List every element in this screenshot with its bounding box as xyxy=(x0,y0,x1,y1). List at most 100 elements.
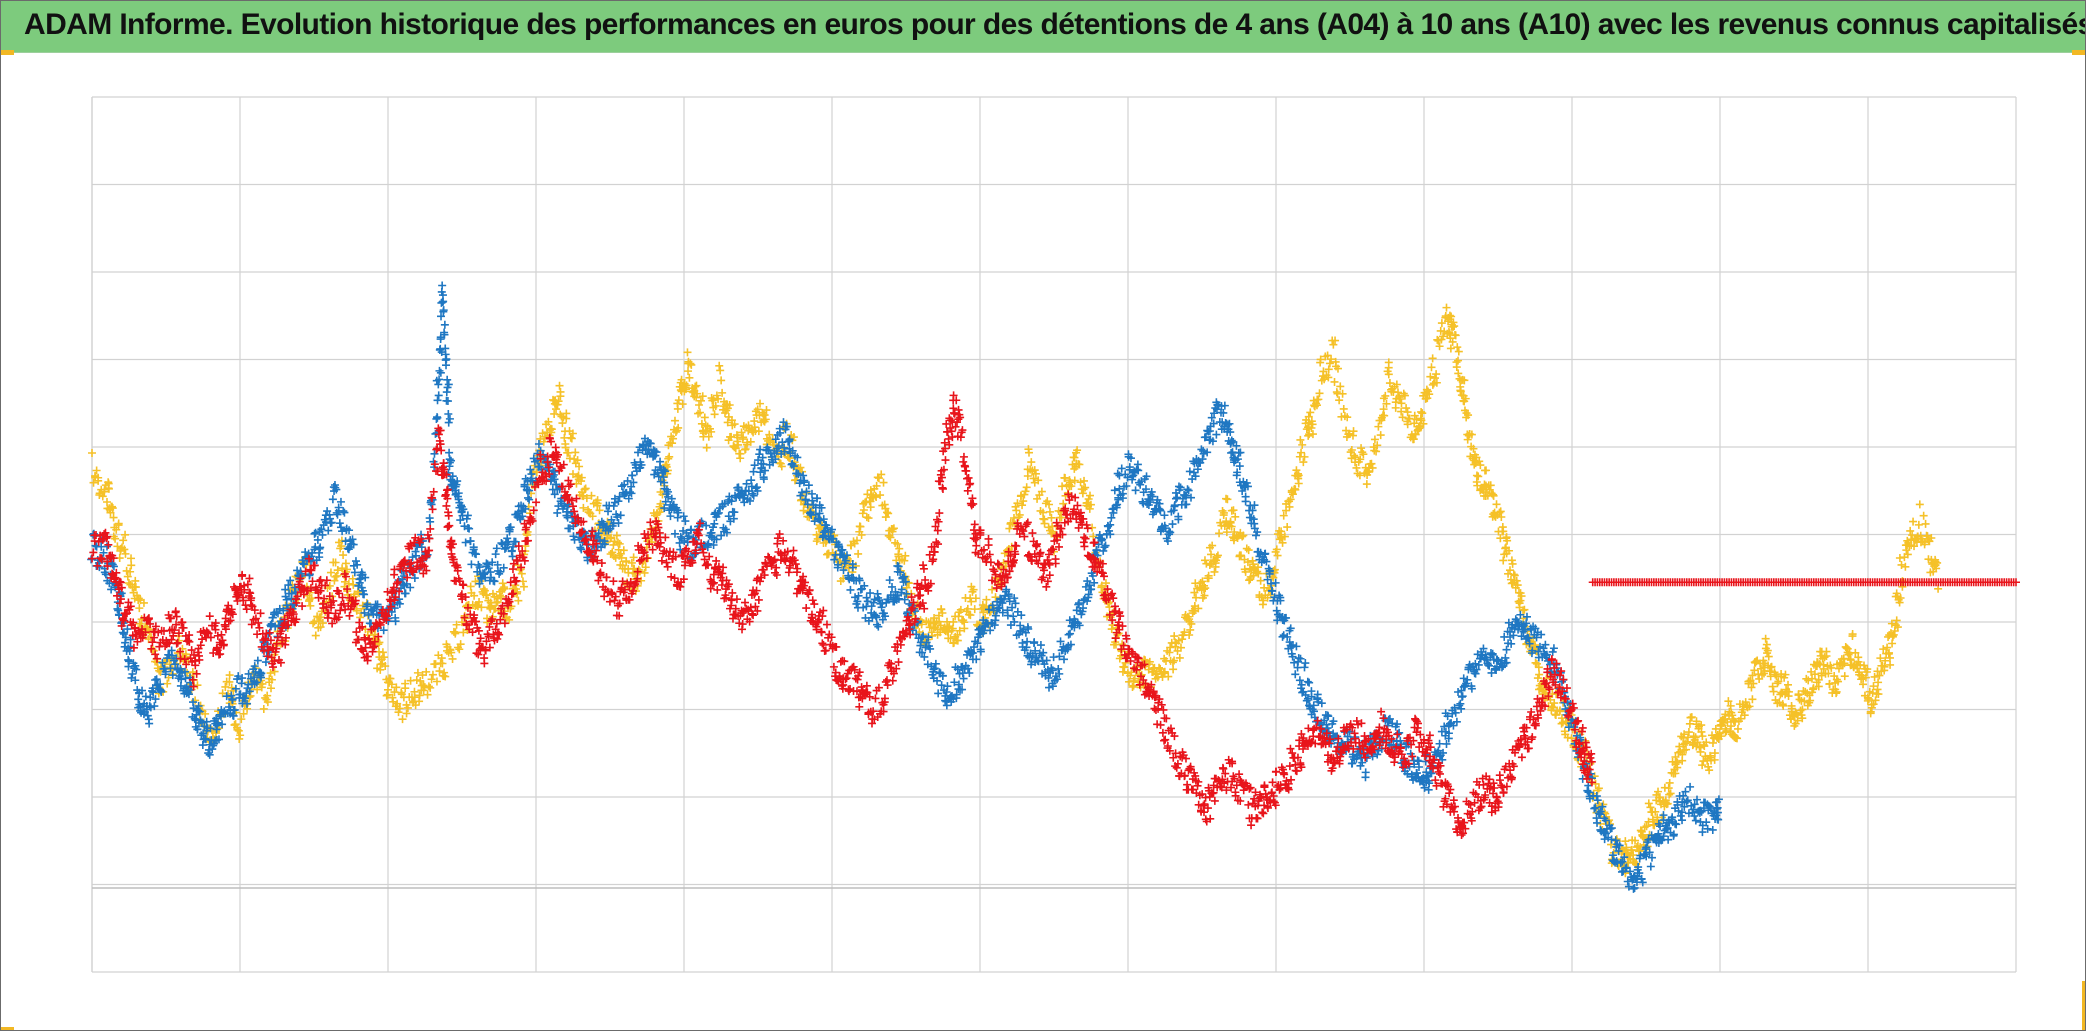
series-point-gold xyxy=(1030,466,1039,475)
series-point-gold xyxy=(1901,562,1910,571)
series-point-gold xyxy=(1081,483,1090,492)
series-point-gold xyxy=(1463,435,1472,444)
series-point-gold xyxy=(1822,647,1831,656)
series-point-gold xyxy=(1535,670,1544,679)
series-point-gold xyxy=(1591,779,1600,788)
series-point-red xyxy=(238,570,247,579)
series-point-gold xyxy=(1910,542,1919,551)
series-point-gold xyxy=(426,683,435,692)
series-point-gold xyxy=(1080,476,1089,485)
series-point-gold xyxy=(1803,701,1812,710)
series-point-gold xyxy=(1171,642,1180,651)
series-point-gold xyxy=(1832,687,1841,696)
series-point-gold xyxy=(1350,451,1359,460)
series-point-gold xyxy=(1682,745,1691,754)
series-point-blue xyxy=(145,719,154,728)
series-point-blue xyxy=(1066,629,1075,638)
series-point-gold xyxy=(1827,663,1836,672)
series-point-gold xyxy=(1336,382,1345,391)
series-point-gold xyxy=(684,367,693,376)
series-point-gold xyxy=(1555,707,1564,716)
series-point-gold xyxy=(545,426,554,435)
series-point-gold xyxy=(339,551,348,560)
series-point-gold xyxy=(380,653,389,662)
series-point-gold xyxy=(854,549,863,558)
series-point-blue xyxy=(433,413,442,422)
series-point-blue xyxy=(443,375,452,384)
series-point-gold xyxy=(1170,632,1179,641)
series-point-gold xyxy=(753,405,762,414)
series-point-gold xyxy=(1439,332,1448,341)
series-point-blue xyxy=(364,610,373,619)
series-point-gold xyxy=(1654,787,1663,796)
series-point-gold xyxy=(671,428,680,437)
series-point-gold xyxy=(608,548,617,557)
series-point-blue xyxy=(158,658,167,667)
series-point-gold xyxy=(1259,596,1268,605)
series-point-gold xyxy=(1887,619,1896,628)
series-point-gold xyxy=(1045,507,1054,516)
series-point-blue xyxy=(318,530,327,539)
series-point-gold xyxy=(1697,727,1706,736)
series-point-gold xyxy=(1809,685,1818,694)
series-point-gold xyxy=(466,582,475,591)
series-point-gold xyxy=(615,539,624,548)
series-point-gold xyxy=(725,401,734,410)
series-point-blue xyxy=(440,320,449,329)
series-point-gold xyxy=(1447,312,1456,321)
series-point-blue xyxy=(128,669,137,678)
series-point-gold xyxy=(1621,837,1630,846)
series-point-gold xyxy=(331,558,340,567)
series-point-gold xyxy=(1482,466,1491,475)
series-point-gold xyxy=(1160,654,1169,663)
series-point-gold xyxy=(1155,663,1164,672)
series-point-gold xyxy=(330,576,339,585)
series-point-gold xyxy=(1710,749,1719,758)
corner-mark-top-left xyxy=(0,50,14,55)
series-point-gold xyxy=(935,617,944,626)
series-point-blue xyxy=(391,617,400,626)
series-point-gold xyxy=(1355,471,1364,480)
series-point-blue xyxy=(1133,460,1142,469)
series-point-blue xyxy=(438,281,447,290)
series-point-gold xyxy=(1931,557,1940,566)
series-point-gold xyxy=(1307,417,1316,426)
series-point-gold xyxy=(588,512,597,521)
series-point-gold xyxy=(1550,699,1559,708)
series-point-gold xyxy=(796,463,805,472)
series-point-gold xyxy=(1665,790,1674,799)
series-point-blue xyxy=(328,495,337,504)
series-point-gold xyxy=(435,667,444,676)
series-point-gold xyxy=(967,597,976,606)
series-point-gold xyxy=(738,435,747,444)
series-point-gold xyxy=(316,623,325,632)
series-point-blue xyxy=(1313,694,1322,703)
series-point-gold xyxy=(1331,336,1340,345)
series-point-blue xyxy=(279,606,288,615)
series-point-gold xyxy=(475,597,484,606)
series-point-gold xyxy=(1072,448,1081,457)
series-point-gold xyxy=(1863,665,1872,674)
series-point-gold xyxy=(867,490,876,499)
series-point-gold xyxy=(1794,691,1803,700)
series-point-gold xyxy=(1357,444,1366,453)
series-point-gold xyxy=(267,684,276,693)
series-point-blue xyxy=(176,664,185,673)
series-point-gold xyxy=(1394,388,1403,397)
series-point-gold xyxy=(1892,616,1901,625)
series-point-gold xyxy=(201,709,210,718)
series-point-gold xyxy=(1495,508,1504,517)
series-point-gold xyxy=(1631,836,1640,845)
series-point-gold xyxy=(1201,584,1210,593)
series-point-gold xyxy=(971,594,980,603)
series-point-red xyxy=(205,612,214,621)
series-point-blue xyxy=(1611,836,1620,845)
series-point-gold xyxy=(1037,487,1046,496)
series-point-gold xyxy=(1308,430,1317,439)
series-point-gold xyxy=(1721,728,1730,737)
series-point-blue xyxy=(426,517,435,526)
series-point-gold xyxy=(307,594,316,603)
series-point-gold xyxy=(452,620,461,629)
series-point-gold xyxy=(1698,732,1707,741)
series-point-blue xyxy=(161,667,170,676)
